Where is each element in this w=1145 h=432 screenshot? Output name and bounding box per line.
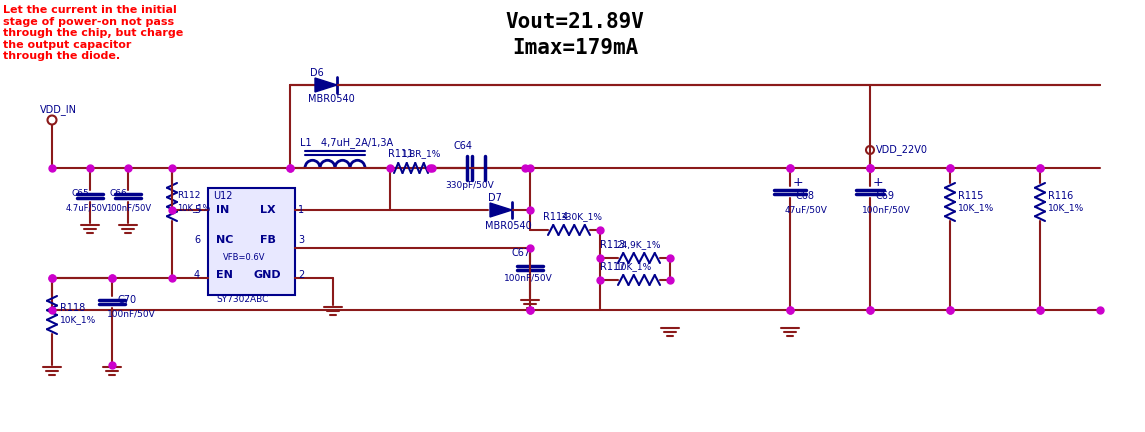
Bar xyxy=(208,188,295,295)
Text: 10K_1%: 10K_1% xyxy=(616,263,653,271)
Text: MBR0540: MBR0540 xyxy=(308,94,355,104)
Text: R114: R114 xyxy=(543,212,568,222)
Text: 47uF/50V: 47uF/50V xyxy=(785,206,828,215)
Text: VDD_IN: VDD_IN xyxy=(40,105,77,115)
Text: 10K_1%: 10K_1% xyxy=(958,203,994,213)
Text: U12: U12 xyxy=(213,191,232,201)
Text: C69: C69 xyxy=(876,191,895,201)
Text: 1,8R_1%: 1,8R_1% xyxy=(402,149,441,159)
Text: 3: 3 xyxy=(298,235,305,245)
Text: 5: 5 xyxy=(194,205,200,215)
Polygon shape xyxy=(315,78,337,92)
Text: R113: R113 xyxy=(600,240,625,250)
Text: 4.7uF/50V: 4.7uF/50V xyxy=(66,203,109,213)
Text: IN: IN xyxy=(216,205,229,215)
Text: GND: GND xyxy=(253,270,281,280)
Text: 1: 1 xyxy=(298,205,305,215)
Text: R116: R116 xyxy=(1048,191,1073,201)
Polygon shape xyxy=(490,203,512,217)
Text: VFB=0.6V: VFB=0.6V xyxy=(223,254,266,263)
Text: 330pF/50V: 330pF/50V xyxy=(445,181,493,190)
Text: R117: R117 xyxy=(600,262,625,272)
Text: 100nF/50V: 100nF/50V xyxy=(106,309,156,318)
Text: 4: 4 xyxy=(194,270,200,280)
Text: C68: C68 xyxy=(796,191,815,201)
Text: Imax=179mA: Imax=179mA xyxy=(512,38,638,58)
Text: Let the current in the initial
stage of power-on not pass
through the chip, but : Let the current in the initial stage of … xyxy=(3,5,183,61)
Text: 10K_1%: 10K_1% xyxy=(177,203,211,213)
Text: Vout=21.89V: Vout=21.89V xyxy=(506,12,645,32)
Text: MBR0540: MBR0540 xyxy=(485,221,531,231)
Text: D7: D7 xyxy=(488,193,502,203)
Text: C66: C66 xyxy=(110,188,128,197)
Text: 100nF/50V: 100nF/50V xyxy=(504,273,553,283)
Text: R115: R115 xyxy=(958,191,984,201)
Text: VDD_22V0: VDD_22V0 xyxy=(876,145,927,156)
Text: 6: 6 xyxy=(194,235,200,245)
Text: D6: D6 xyxy=(310,68,324,78)
Text: 330K_1%: 330K_1% xyxy=(560,213,602,222)
Text: R112: R112 xyxy=(177,191,200,200)
Text: NC: NC xyxy=(216,235,234,245)
Text: LX: LX xyxy=(260,205,276,215)
Text: R118: R118 xyxy=(60,303,85,313)
Text: FB: FB xyxy=(260,235,276,245)
Text: 24,9K_1%: 24,9K_1% xyxy=(616,241,661,250)
Text: 100nF/50V: 100nF/50V xyxy=(106,203,151,213)
Text: EN: EN xyxy=(216,270,232,280)
Text: C64: C64 xyxy=(453,141,472,151)
Text: 10K_1%: 10K_1% xyxy=(60,315,96,324)
Text: 2: 2 xyxy=(298,270,305,280)
Text: +: + xyxy=(872,175,884,188)
Text: R111: R111 xyxy=(388,149,413,159)
Text: C70: C70 xyxy=(118,295,137,305)
Text: SY7302ABC: SY7302ABC xyxy=(216,295,268,305)
Text: 100nF/50V: 100nF/50V xyxy=(862,206,910,215)
Text: C67: C67 xyxy=(512,248,531,258)
Text: L1   4,7uH_2A/1,3A: L1 4,7uH_2A/1,3A xyxy=(300,137,393,149)
Text: 10K_1%: 10K_1% xyxy=(1048,203,1084,213)
Text: C65: C65 xyxy=(72,188,89,197)
Text: +: + xyxy=(793,175,804,188)
